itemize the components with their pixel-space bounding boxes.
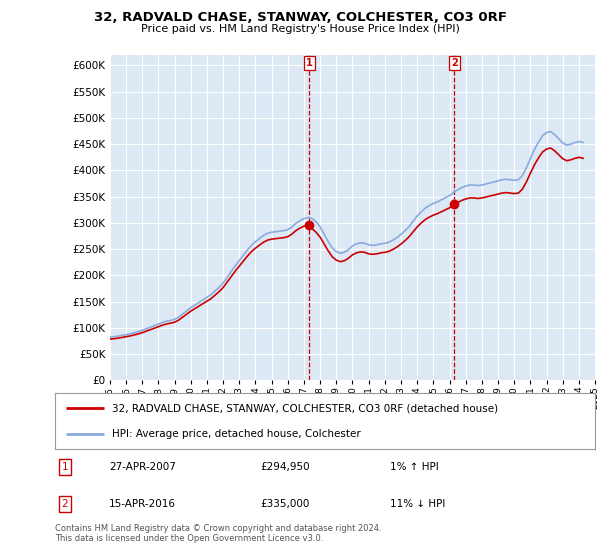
Text: HPI: Average price, detached house, Colchester: HPI: Average price, detached house, Colc… xyxy=(112,429,361,439)
Text: 1: 1 xyxy=(306,58,313,68)
Text: 27-APR-2007: 27-APR-2007 xyxy=(109,462,176,472)
Text: £335,000: £335,000 xyxy=(260,499,310,509)
Text: Contains HM Land Registry data © Crown copyright and database right 2024.
This d: Contains HM Land Registry data © Crown c… xyxy=(55,524,382,543)
Text: 2: 2 xyxy=(451,58,458,68)
Text: £294,950: £294,950 xyxy=(260,462,310,472)
Text: 1: 1 xyxy=(62,462,68,472)
Text: Price paid vs. HM Land Registry's House Price Index (HPI): Price paid vs. HM Land Registry's House … xyxy=(140,24,460,34)
Text: 15-APR-2016: 15-APR-2016 xyxy=(109,499,176,509)
Text: 32, RADVALD CHASE, STANWAY, COLCHESTER, CO3 0RF (detached house): 32, RADVALD CHASE, STANWAY, COLCHESTER, … xyxy=(112,403,498,413)
Text: 1% ↑ HPI: 1% ↑ HPI xyxy=(390,462,439,472)
Text: 11% ↓ HPI: 11% ↓ HPI xyxy=(390,499,445,509)
Text: 2: 2 xyxy=(62,499,68,509)
Text: 32, RADVALD CHASE, STANWAY, COLCHESTER, CO3 0RF: 32, RADVALD CHASE, STANWAY, COLCHESTER, … xyxy=(94,11,506,24)
